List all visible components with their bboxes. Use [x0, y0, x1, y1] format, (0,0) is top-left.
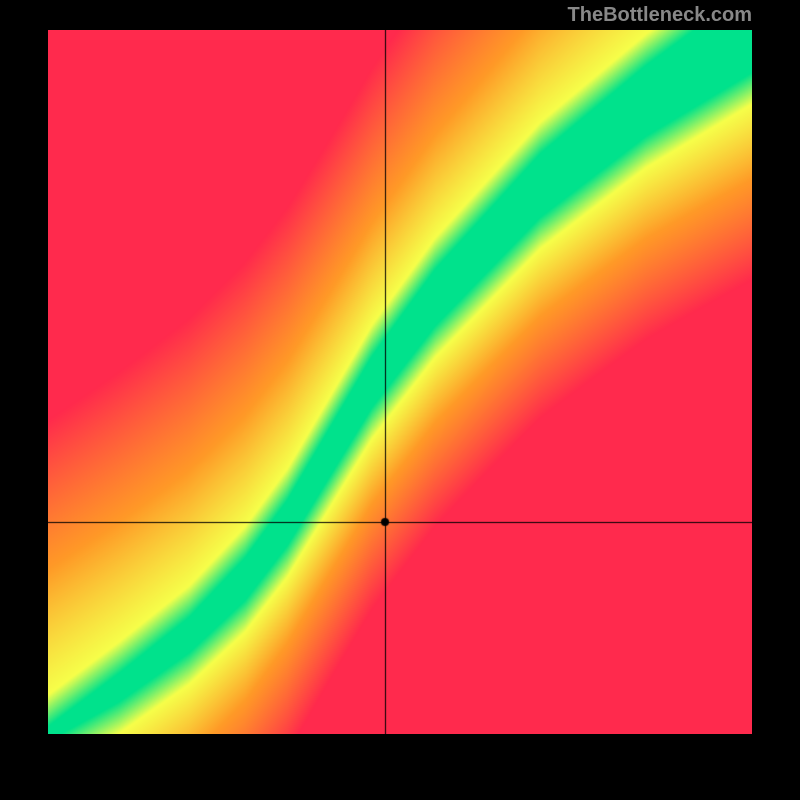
heatmap-canvas	[48, 30, 752, 734]
watermark-text: TheBottleneck.com	[568, 4, 752, 27]
plot-area	[48, 30, 752, 734]
chart-container: TheBottleneck.com	[0, 0, 800, 800]
